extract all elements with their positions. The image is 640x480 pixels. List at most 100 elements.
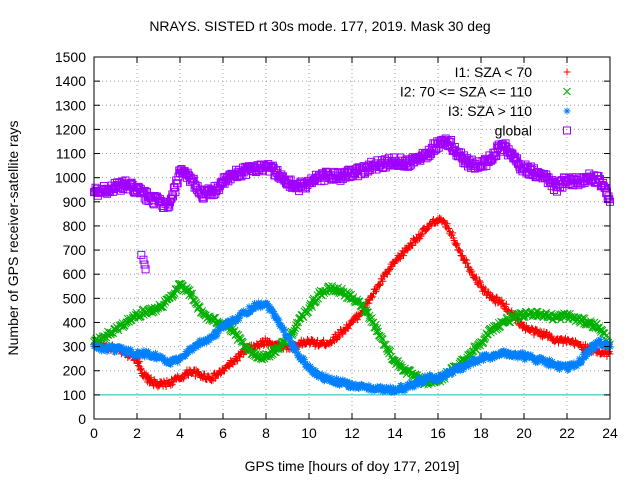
- series-1-point-interp: [462, 256, 470, 264]
- series-1-point-interp: [167, 381, 175, 389]
- series-3-point-interp: [282, 331, 290, 339]
- series-3-point-interp: [537, 353, 545, 361]
- series-3-point-interp: [326, 377, 334, 385]
- series-2-point-interp: [359, 300, 368, 308]
- series-3-point-interp: [588, 341, 596, 349]
- series-3-point-interp: [583, 346, 591, 354]
- series-3-point-interp: [508, 352, 516, 360]
- series-3-point-interp: [465, 363, 473, 371]
- series-1-point-interp: [226, 361, 234, 369]
- series-1-point-interp: [313, 336, 321, 344]
- data-points: [90, 134, 614, 396]
- series-3-point-interp: [239, 310, 247, 318]
- series-3-point-interp: [605, 340, 613, 348]
- series-1-point-interp: [346, 320, 354, 328]
- series-1-point-interp: [373, 286, 381, 294]
- series-3-point-interp: [347, 382, 355, 390]
- series-1-point-interp: [372, 288, 380, 296]
- y-tick-label: 1500: [55, 49, 86, 65]
- series-2-point-interp: [290, 326, 299, 335]
- series-3-point-interp: [304, 363, 312, 371]
- series-1-point-interp: [522, 322, 530, 330]
- series-1-point-interp: [147, 374, 155, 382]
- series-3-point-interp: [300, 356, 308, 364]
- legend-marker-3: [563, 107, 571, 115]
- series-2-point-interp: [361, 308, 370, 317]
- series-3-point-interp: [397, 382, 405, 390]
- axis-ticks: 0 2 4 6 8 10 12 14 16 18 20 22 240100200300400500600…: [55, 49, 618, 441]
- series-3-point-interp: [266, 303, 274, 311]
- series-3-point-interp: [414, 381, 422, 389]
- series-3-point-interp: [396, 386, 404, 394]
- series-3-point-interp: [350, 384, 358, 392]
- series-3-point-interp: [275, 316, 283, 324]
- series-4-point-interp: [166, 195, 175, 204]
- series-2-point-interp: [188, 289, 197, 298]
- series-3-point-interp: [591, 345, 599, 353]
- series-3-point-interp: [419, 377, 427, 385]
- series-2-point-interp: [186, 286, 194, 294]
- series-3-point-interp: [181, 352, 189, 360]
- y-tick-label: 500: [63, 290, 87, 306]
- series-2-point-interp: [580, 314, 589, 323]
- series-4-point-interp: [163, 203, 172, 212]
- series-1-point-interp: [320, 336, 328, 344]
- series-4-point-interp: [446, 138, 455, 147]
- series-1-point-interp: [207, 377, 215, 385]
- series-1-point-interp: [324, 339, 332, 347]
- series-4-point-interp: [604, 192, 613, 201]
- legend-marker-1: [563, 68, 571, 76]
- x-tick-label: 16: [430, 425, 446, 441]
- series-3-point-interp: [376, 382, 384, 390]
- series-3-point-interp: [578, 358, 586, 366]
- series-3-point-interp: [103, 348, 111, 356]
- series-3-point-interp: [227, 318, 235, 326]
- series-3-point-interp: [126, 348, 134, 356]
- series-1-point-interp: [367, 292, 375, 300]
- global-outlier-point: [140, 260, 149, 269]
- series-1-point-interp: [422, 226, 430, 234]
- series-3-point-interp: [375, 386, 383, 394]
- series-3-point-interp: [527, 351, 535, 359]
- series-1-point-interp: [231, 358, 239, 366]
- series-3-point-interp: [422, 377, 430, 385]
- series-3-point-interp: [303, 360, 311, 368]
- series-3-point-interp: [274, 319, 282, 327]
- series-3-point-interp: [100, 346, 108, 354]
- series-1-point-interp: [386, 264, 394, 272]
- series-1-point-interp: [452, 241, 460, 249]
- series-2-point-interp: [308, 303, 316, 311]
- series-3-point-interp: [579, 350, 587, 358]
- series-1-point-interp: [532, 325, 540, 333]
- legend-marker-2: [563, 87, 571, 96]
- x-axis-label: GPS time [hours of doy 177, 2019]: [245, 458, 460, 474]
- series-1-point-interp: [345, 321, 353, 329]
- series-1-point-interp: [443, 220, 451, 228]
- series-3-point-interp: [292, 343, 300, 351]
- series-3-point-interp: [592, 342, 600, 350]
- series-1-point-interp: [236, 353, 244, 361]
- series-3-point-interp: [416, 374, 424, 382]
- series-3-point-interp: [92, 341, 100, 349]
- series-3-point-interp: [270, 309, 278, 317]
- series-3-point-interp: [507, 349, 515, 357]
- series-1-point-interp: [555, 339, 563, 347]
- series-1-point-interp: [369, 293, 377, 301]
- series-3-point-interp: [560, 361, 568, 369]
- series-3-point-interp: [214, 329, 222, 337]
- series-3-point-interp: [472, 359, 480, 367]
- series-3-point-interp: [435, 377, 443, 385]
- series-3-point-interp: [518, 354, 526, 362]
- series-3-point-interp: [257, 299, 265, 307]
- series-3-point-interp: [250, 299, 258, 307]
- series-3-point-interp: [264, 303, 272, 311]
- series-3-point-interp: [476, 355, 484, 363]
- series-1-point-interp: [465, 263, 473, 271]
- series-1-point-interp: [352, 315, 360, 323]
- series-3-point-interp: [389, 384, 397, 392]
- series-3-point-interp: [410, 383, 418, 391]
- series-4: [90, 134, 614, 274]
- series-1-point-interp: [498, 296, 506, 304]
- series-3-point-interp: [293, 351, 301, 359]
